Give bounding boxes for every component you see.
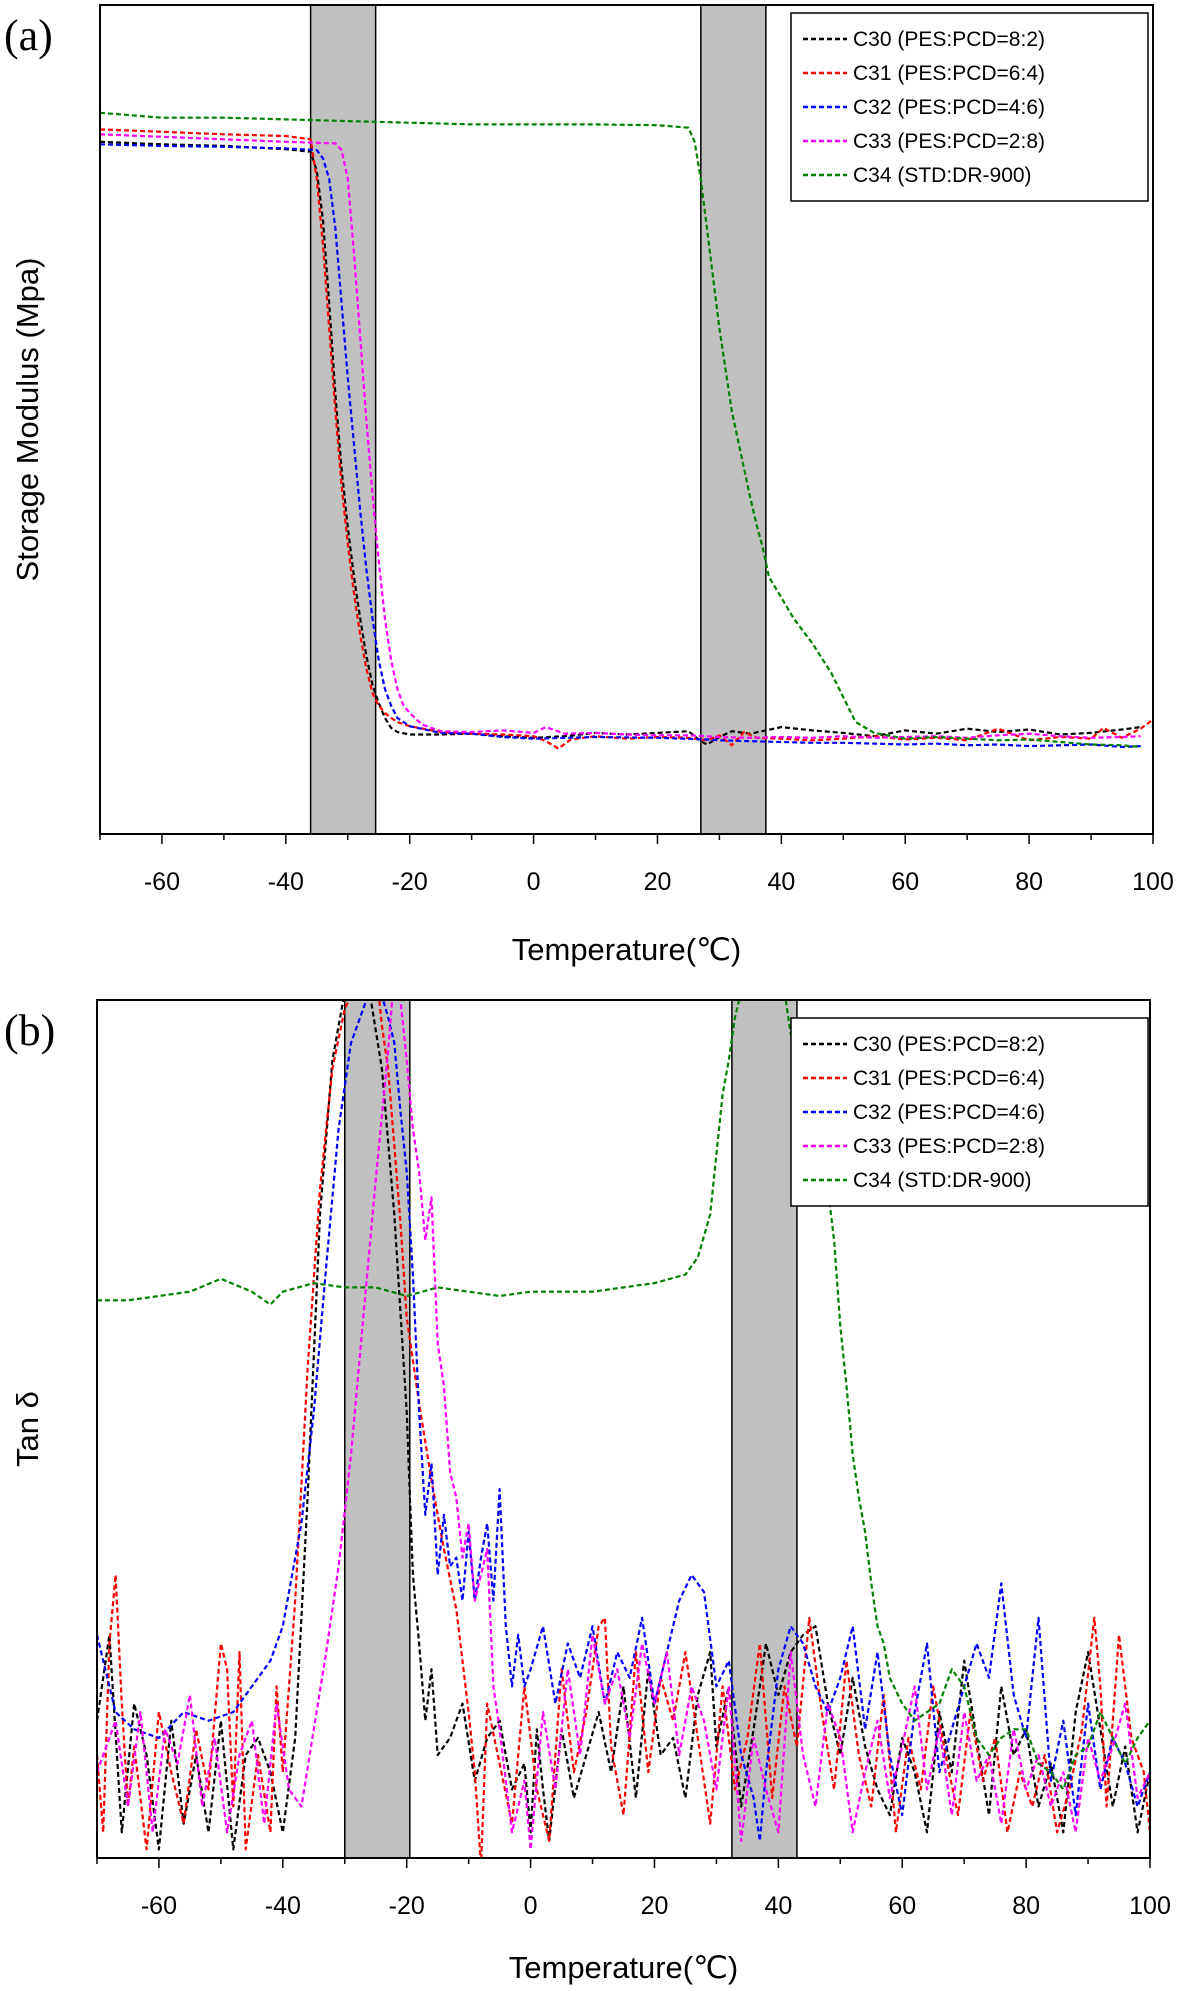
x-tick-label: 40 xyxy=(764,1892,792,1920)
legend-box xyxy=(790,1017,1149,1207)
series-line-c30 xyxy=(100,140,1141,746)
x-tick-label: 100 xyxy=(1129,1892,1171,1920)
plot-frame xyxy=(99,4,1154,835)
series-line-c31 xyxy=(97,1000,1150,1858)
legend: C30 (PES:PCD=8:2) C31 (PES:PCD=6:4) C32 (P… xyxy=(790,12,1149,202)
legend: C30 (PES:PCD=8:2) C31 (PES:PCD=6:4) C32 (P… xyxy=(790,1017,1149,1207)
y-axis-title: Storage Modulus (Mpa) xyxy=(10,258,45,582)
series-line-c32 xyxy=(97,1000,1150,1842)
series-line-c33 xyxy=(97,1000,1150,1851)
series-line-c34 xyxy=(100,111,1141,749)
series-line-c33 xyxy=(100,133,1141,739)
x-tick-label: -20 xyxy=(389,1892,425,1920)
x-tick-label: 20 xyxy=(641,1892,669,1920)
x-axis-title: Temperature(℃) xyxy=(512,932,742,967)
x-tick-label: 60 xyxy=(891,868,919,896)
x-tick-label: -40 xyxy=(265,1892,301,1920)
x-tick-label: -20 xyxy=(392,868,428,896)
legend-entry-label: C34 (STD:DR-900) xyxy=(853,164,1032,187)
legend-box xyxy=(790,12,1149,202)
panel-label: (b) xyxy=(4,1006,55,1055)
x-tick-label: 100 xyxy=(1132,868,1174,896)
highlight-band-1 xyxy=(309,4,377,835)
series-line-c31 xyxy=(100,128,1153,750)
x-tick-label: 0 xyxy=(527,868,541,896)
highlight-band-2 xyxy=(731,999,798,1859)
x-tick-label: 20 xyxy=(644,868,672,896)
x-tick-label: 80 xyxy=(1015,868,1043,896)
series-group xyxy=(100,111,1153,750)
panel-label: (a) xyxy=(4,11,53,60)
x-tick-label: 40 xyxy=(767,868,795,896)
legend-entry-label: C30 (PES:PCD=8:2) xyxy=(853,1033,1045,1056)
legend-entry-label: C30 (PES:PCD=8:2) xyxy=(853,28,1045,51)
x-axis-title: Temperature(℃) xyxy=(509,1950,739,1985)
legend-entry-label: C34 (STD:DR-900) xyxy=(853,1169,1032,1192)
x-tick-label: -60 xyxy=(141,1892,177,1920)
highlight-band-1 xyxy=(344,999,411,1859)
series-line-c30 xyxy=(97,1000,1150,1851)
x-tick-label: -40 xyxy=(268,868,304,896)
chart-panel-b: -60 -40 -20 0 20 40 60 80 100 Temperature(℃) Tan δ… xyxy=(4,999,1171,1985)
legend-entry-label: C31 (PES:PCD=6:4) xyxy=(853,1067,1045,1090)
chart-panel-a: -60 -40 -20 0 20 40 60 80 100 Temperature(℃) Stora… xyxy=(4,4,1174,967)
x-tick-label: 60 xyxy=(888,1892,916,1920)
plot-frame xyxy=(96,999,1151,1859)
legend-entry-label: C33 (PES:PCD=2:8) xyxy=(853,1135,1045,1158)
y-axis-title: Tan δ xyxy=(10,1391,45,1467)
legend-entry-label: C32 (PES:PCD=4:6) xyxy=(853,1101,1045,1124)
series-line-c32 xyxy=(100,143,1141,749)
x-tick-label: 80 xyxy=(1012,1892,1040,1920)
legend-entry-label: C31 (PES:PCD=6:4) xyxy=(853,62,1045,85)
legend-entry-label: C33 (PES:PCD=2:8) xyxy=(853,130,1045,153)
x-tick-label: 0 xyxy=(524,1892,538,1920)
x-tick-label: -60 xyxy=(144,868,180,896)
legend-entry-label: C32 (PES:PCD=4:6) xyxy=(853,96,1045,119)
